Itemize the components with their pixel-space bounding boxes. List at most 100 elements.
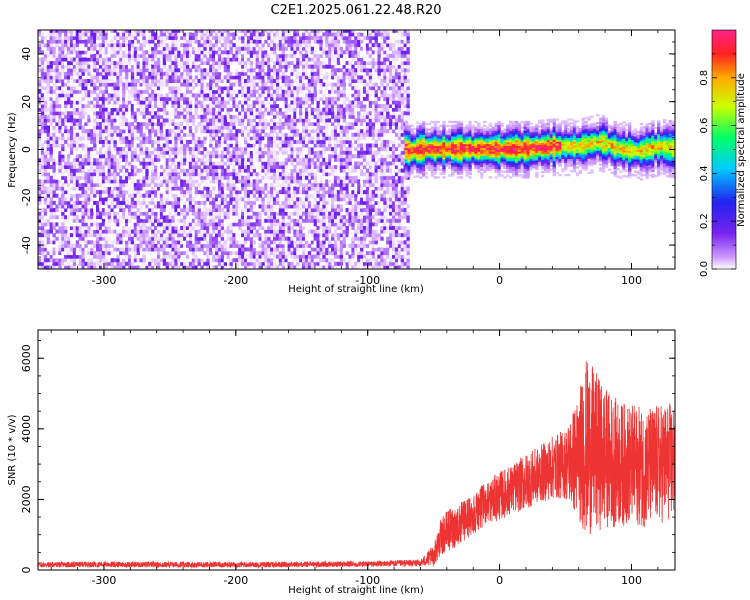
heatmap-cell	[206, 190, 210, 195]
heatmap-cell	[159, 175, 164, 180]
heatmap-cell	[180, 32, 184, 37]
heatmap-cell	[116, 240, 120, 245]
heatmap-cell	[139, 143, 143, 148]
heatmap-cell	[281, 53, 286, 58]
heatmap-cell	[183, 215, 187, 220]
heatmap-cell	[246, 236, 251, 241]
heatmap-cell	[223, 150, 227, 155]
heatmap-cell	[122, 114, 126, 119]
heatmap-cell	[130, 107, 135, 112]
heatmap-cell	[148, 75, 152, 80]
heatmap-cell	[278, 89, 283, 94]
heatmap-cell	[139, 193, 143, 198]
heatmap-cell	[183, 107, 187, 112]
heatmap-cell	[226, 71, 230, 76]
heatmap-cell	[122, 251, 126, 256]
heatmap-cell	[284, 104, 288, 109]
heatmap-cell	[84, 136, 88, 141]
heatmap-cell	[174, 265, 178, 269]
heatmap-cell	[113, 182, 117, 187]
heatmap-cell	[107, 64, 111, 69]
heatmap-cell	[249, 122, 254, 126]
heatmap-cell	[87, 89, 91, 94]
heatmap-cell	[43, 208, 48, 213]
heatmap-cell	[49, 71, 53, 76]
heatmap-cell	[156, 175, 161, 180]
heatmap-cell	[96, 154, 100, 159]
heatmap-cell	[206, 236, 210, 241]
heatmap-cell	[255, 32, 259, 37]
heatmap-cell	[61, 136, 65, 141]
heatmap-cell	[188, 261, 193, 266]
heatmap-cell	[119, 204, 123, 209]
heatmap-cell	[241, 265, 245, 269]
heatmap-cell	[78, 161, 82, 166]
heatmap-cell	[130, 68, 135, 73]
heatmap-cell	[194, 129, 198, 134]
heatmap-cell	[287, 236, 291, 241]
heatmap-cell	[252, 179, 257, 184]
heatmap-cell	[296, 89, 300, 94]
heatmap-cell	[78, 39, 82, 44]
heatmap-cell	[209, 218, 213, 223]
heatmap-cell	[214, 211, 219, 216]
heatmap-cell	[96, 208, 100, 213]
heatmap-cell	[127, 236, 132, 241]
heatmap-cell	[64, 118, 68, 123]
heatmap-cell	[244, 46, 248, 51]
heatmap-cell	[267, 265, 271, 269]
heatmap-cell	[267, 197, 271, 202]
heatmap-cell	[98, 157, 103, 162]
heatmap-cell	[90, 43, 94, 48]
heatmap-cell	[98, 71, 103, 76]
heatmap-cell	[293, 247, 297, 252]
heatmap-cell	[171, 247, 175, 252]
heatmap-cell	[145, 179, 149, 184]
heatmap-cell	[61, 215, 65, 220]
heatmap-cell	[299, 218, 303, 223]
heatmap-cell	[281, 96, 286, 101]
heatmap-cell	[125, 35, 129, 40]
heatmap-cell	[174, 200, 178, 205]
heatmap-cell	[191, 218, 196, 223]
heatmap-cell	[78, 154, 82, 159]
heatmap-cell	[52, 35, 56, 40]
heatmap-cell	[159, 107, 164, 112]
heatmap-cell	[220, 193, 225, 198]
heatmap-cell	[296, 53, 300, 58]
heatmap-cell	[142, 57, 146, 62]
heatmap-cell	[223, 78, 227, 83]
heatmap-cell	[46, 53, 51, 58]
heatmap-cell	[142, 251, 146, 256]
heatmap-cell	[284, 243, 288, 248]
heatmap-cell	[75, 111, 80, 116]
heatmap-cell	[81, 204, 85, 209]
heatmap-cell	[244, 139, 248, 144]
heatmap-cell	[238, 211, 242, 216]
heatmap-cell	[75, 107, 80, 112]
heatmap-cell	[139, 240, 143, 245]
heatmap-cell	[43, 161, 48, 166]
heatmap-cell	[249, 71, 254, 76]
heatmap-cell	[290, 122, 294, 126]
heatmap-cell	[119, 150, 123, 155]
heatmap-cell	[171, 265, 175, 269]
heatmap-cell	[84, 222, 88, 227]
heatmap-cell	[156, 150, 161, 155]
heatmap-cell	[58, 96, 62, 101]
heatmap-cell	[226, 132, 230, 137]
heatmap-cell	[49, 251, 53, 256]
heatmap-cell	[78, 50, 82, 55]
heatmap-cell	[93, 265, 97, 269]
heatmap-cell	[281, 265, 286, 269]
heatmap-cell	[52, 75, 56, 80]
heatmap-cell	[229, 136, 233, 141]
heatmap-cell	[281, 111, 286, 116]
heatmap-cell	[278, 75, 283, 80]
heatmap-cell	[69, 111, 74, 116]
heatmap-cell	[188, 229, 193, 234]
heatmap-cell	[171, 225, 175, 230]
heatmap-cell	[197, 215, 201, 220]
heatmap-cell	[96, 225, 100, 230]
heatmap-cell	[220, 100, 225, 105]
